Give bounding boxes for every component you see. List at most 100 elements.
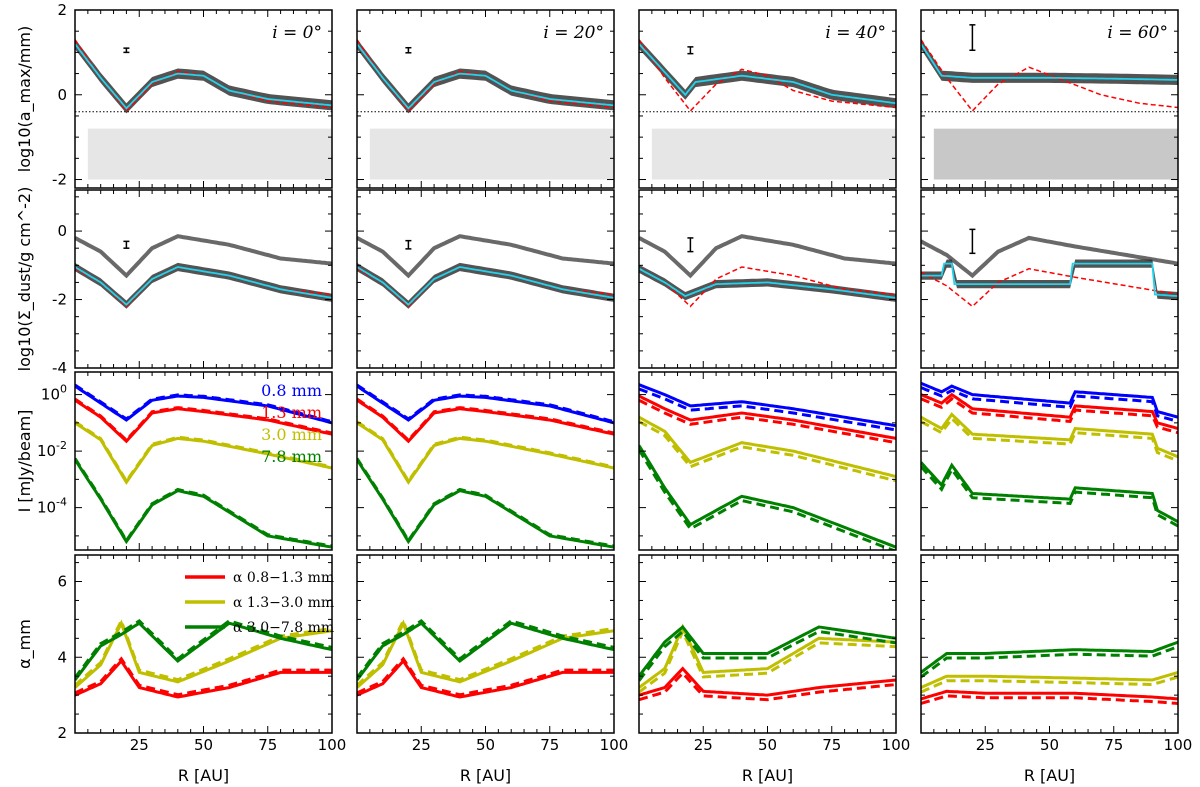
panel-frame (357, 555, 614, 733)
x-ticks (370, 190, 614, 368)
alpha-data-0 (639, 669, 896, 696)
x-ticks (934, 190, 1178, 368)
panel-alpha-2: 25 50 75 100 (639, 555, 910, 754)
wavelength-legend-item: 0.8 mm (261, 381, 322, 400)
alpha-data-1 (921, 672, 1178, 687)
y-tick-exponent: 0 (60, 383, 67, 396)
panel-amax-2: i = 40° (639, 10, 896, 188)
model-line (639, 267, 896, 306)
intensity-data-3 (75, 460, 332, 548)
posterior-low-band (934, 129, 1178, 180)
panel-grid: -202i = 0° i = 20° i = 40° i = 60°-4-2010-4… (37, 1, 1192, 754)
xlabel: R [AU] (460, 766, 511, 785)
spectral-legend-label: α 3.0−7.8 mm (233, 620, 334, 636)
y-tick-label: 4 (57, 648, 67, 666)
plot-area (639, 385, 896, 552)
panel-alpha-0: 25 50 75 100246 α 0.8−1.3 mmα 1.3−3.0 mmα 3.… (57, 555, 346, 754)
y-tick-exponent: -2 (56, 439, 67, 452)
ylabel-intensity: I [mJy/beam] (15, 410, 34, 513)
y-tick-label: 10-2 (37, 439, 67, 460)
panel-sigma-1 (357, 190, 614, 368)
plot-area (357, 621, 614, 697)
ylabel-sigma: log10(Σ_dust/g cm^-2) (15, 187, 35, 372)
y-ticks (639, 563, 896, 733)
inclination-label: i = 40° (825, 23, 886, 43)
y-tick-label: 0 (57, 222, 67, 240)
y-ticks (921, 563, 1178, 733)
plot-area (639, 627, 896, 700)
y-ticks (75, 563, 332, 733)
xlabel: R [AU] (1024, 766, 1075, 785)
x-tick-label: 25 (412, 736, 431, 754)
x-tick-label: 75 (1104, 736, 1123, 754)
panel-intensity-2 (639, 372, 896, 551)
plot-area (921, 642, 1178, 703)
plot-area (921, 229, 1178, 306)
spectral-legend-label: α 1.3−3.0 mm (233, 595, 334, 611)
panel-intensity-0: 10-410-2100 0.8 mm1.3 mm3.0 mm7.8 mm (37, 372, 332, 550)
panel-sigma-0: -4-20 (52, 190, 332, 377)
posterior-low-band (370, 129, 614, 180)
y-tick-label: -2 (52, 171, 67, 189)
x-ticks (652, 190, 896, 368)
xlabel: R [AU] (178, 766, 229, 785)
y-ticks (357, 395, 614, 536)
intensity-data-3 (921, 462, 1178, 521)
x-ticks (88, 190, 332, 368)
x-tick-label: 100 (882, 736, 911, 754)
posterior-low-band (88, 129, 332, 180)
panel-intensity-1 (357, 372, 614, 550)
posterior-band (357, 263, 614, 309)
intensity-model-3 (357, 459, 614, 547)
x-tick-label: 75 (258, 736, 277, 754)
wavelength-legend-item: 1.3 mm (261, 403, 322, 422)
ylabel-amax: log10(a_max/mm) (15, 26, 35, 172)
multi-panel-chart: -202i = 0° i = 20° i = 40° i = 60°-4-2010-4… (0, 0, 1200, 787)
intensity-data-2 (921, 414, 1178, 456)
intensity-data-3 (357, 460, 614, 548)
panel-amax-3: i = 60° (921, 10, 1178, 188)
plot-area (357, 236, 614, 309)
x-tick-label: 100 (318, 736, 347, 754)
plot-area (357, 39, 614, 180)
plot-area (75, 39, 332, 180)
x-tick-label: 50 (758, 736, 777, 754)
y-tick-label: 2 (57, 724, 67, 742)
panel-frame (921, 190, 1178, 368)
panel-frame (921, 555, 1178, 733)
x-ticks (934, 555, 1178, 733)
x-tick-label: 75 (540, 736, 559, 754)
x-tick-label: 100 (600, 736, 629, 754)
plot-area (639, 39, 896, 180)
posterior-band (75, 263, 332, 309)
x-ticks (934, 372, 1178, 550)
intensity-model-1 (357, 399, 614, 440)
x-tick-label: 50 (476, 736, 495, 754)
posterior-upper-arc (639, 236, 896, 275)
panel-amax-0: -2 0 2 i = 0° (52, 1, 332, 189)
panel-frame (357, 190, 614, 368)
alpha-model-1 (357, 621, 614, 685)
intensity-data-0 (357, 386, 614, 423)
spectral-legend-label: α 0.8−1.3 mm (233, 570, 334, 586)
posterior-low-band (652, 129, 896, 180)
xlabel: R [AU] (742, 766, 793, 785)
plot-area (921, 25, 1178, 180)
y-ticks (357, 563, 614, 733)
alpha-model-0 (357, 659, 614, 695)
x-tick-label: 25 (130, 736, 149, 754)
inclination-label: i = 20° (543, 23, 604, 43)
intensity-model-0 (639, 389, 896, 430)
x-tick-label: 50 (1040, 736, 1059, 754)
panel-alpha-1: 25 50 75 100 (357, 555, 628, 754)
inclination-label: i = 0° (272, 23, 322, 43)
plot-area (357, 385, 614, 547)
wavelength-legend-item: 7.8 mm (261, 447, 322, 466)
alpha-model-0 (75, 659, 332, 695)
wavelength-legend-item: 3.0 mm (261, 425, 322, 444)
y-tick-label: -2 (52, 291, 67, 309)
x-ticks (370, 555, 614, 733)
retrieved-line (921, 264, 1178, 297)
intensity-data-1 (357, 400, 614, 441)
posterior-upper-arc (921, 238, 1178, 276)
